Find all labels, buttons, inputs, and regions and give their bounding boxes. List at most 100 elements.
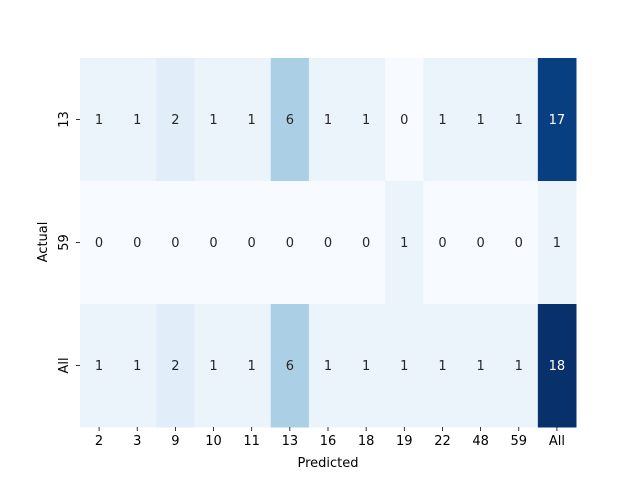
x-axis-tick-label: 2 (95, 434, 103, 449)
heatmap-cell-59-All (537, 181, 577, 305)
heatmap-cell-All-59 (499, 304, 539, 428)
y-axis-tick-label: All (57, 357, 72, 373)
y-axis: 13 59 All (57, 111, 80, 374)
heatmap-cell-13-19 (385, 58, 424, 182)
heatmap-cell-13-3 (118, 58, 157, 182)
heatmap-cell-value: 1 (438, 113, 446, 128)
heatmap-cell-All-18 (347, 304, 386, 428)
heatmap-cell-All-9 (156, 304, 195, 428)
heatmap-cell-value: 1 (133, 113, 141, 128)
heatmap-cell-All-2 (80, 304, 119, 428)
heatmap-cell-value: 0 (133, 236, 141, 251)
heatmap-cell-value: 1 (209, 113, 217, 128)
heatmap-cell-value: 1 (476, 359, 484, 374)
x-axis-tick-label: 10 (205, 434, 222, 449)
heatmap-cell-value: 2 (171, 359, 179, 374)
heatmap-cell-13-48 (461, 58, 501, 182)
heatmap-cell-59-59 (499, 181, 539, 305)
heatmap-cell-value: 1 (95, 359, 103, 374)
x-axis-tick-label: 48 (472, 434, 489, 449)
heatmap-cell-13-All (537, 58, 577, 182)
heatmap-cell-59-3 (118, 181, 157, 305)
heatmap-cell-All-13 (270, 304, 310, 428)
heatmap-cell-All-10 (194, 304, 234, 428)
heatmap-cell-value: 17 (549, 113, 566, 128)
heatmap-cell-value: 1 (362, 359, 370, 374)
heatmap-cell-59-11 (232, 181, 272, 305)
heatmap-cell-value: 1 (400, 236, 408, 251)
heatmap-cell-value: 1 (209, 359, 217, 374)
heatmap-cell-value: 1 (438, 359, 446, 374)
heatmap-cell-value: 0 (400, 113, 408, 128)
heatmap-cell-value: 0 (248, 236, 256, 251)
heatmap-cell-13-18 (347, 58, 386, 182)
heatmap-cell-value: 0 (209, 236, 217, 251)
heatmap-cell-59-2 (80, 181, 119, 305)
heatmap-cell-13-59 (499, 58, 539, 182)
x-axis-tick-label: 16 (320, 434, 337, 449)
heatmap-cell-value: 0 (476, 236, 484, 251)
heatmap-cell-All-11 (232, 304, 272, 428)
heatmap-cell-value: 0 (286, 236, 294, 251)
y-axis-label: Actual (36, 222, 51, 263)
x-axis: 2 3 9 10 11 13 16 18 19 22 48 59 All (95, 427, 565, 449)
heatmap-cell-value: 6 (286, 113, 294, 128)
heatmap-cell-59-48 (461, 181, 501, 305)
heatmap-cell-All-16 (308, 304, 348, 428)
x-axis-tick-label: 18 (358, 434, 375, 449)
heatmap-cell-13-16 (308, 58, 348, 182)
heatmap-cell-value: 1 (515, 113, 523, 128)
heatmap-cell-13-13 (270, 58, 310, 182)
x-axis-tick-label: 11 (243, 434, 260, 449)
heatmap-cell-value: 2 (171, 113, 179, 128)
x-axis-tick-label: 9 (171, 434, 179, 449)
heatmap-cell-13-9 (156, 58, 195, 182)
heatmap-cells (80, 58, 577, 428)
heatmap-cell-value: 1 (476, 113, 484, 128)
heatmap-cell-value: 1 (133, 359, 141, 374)
heatmap-cell-59-9 (156, 181, 195, 305)
heatmap-cell-value: 1 (324, 113, 332, 128)
heatmap-cell-value: 0 (95, 236, 103, 251)
heatmap-cell-All-22 (423, 304, 463, 428)
heatmap-cell-value: 1 (515, 359, 523, 374)
heatmap-cell-All-48 (461, 304, 501, 428)
heatmap-cell-value: 1 (324, 359, 332, 374)
heatmap-cell-All-3 (118, 304, 157, 428)
heatmap-cell-All-All (537, 304, 577, 428)
heatmap-cell-labels: 1 1 2 1 1 6 1 1 0 1 1 1 170 0 0 0 0 0 0 0 1 0 0 0 11 1 2 1 1 6 1 1 1 1 1 1 1… (95, 113, 565, 374)
heatmap-cell-value: 1 (95, 113, 103, 128)
x-axis-tick-label: 22 (434, 434, 451, 449)
heatmap-cell-59-19 (385, 181, 424, 305)
heatmap-cell-13-10 (194, 58, 234, 182)
heatmap-cell-59-22 (423, 181, 463, 305)
heatmap-cell-value: 0 (171, 236, 179, 251)
heatmap-cell-All-19 (385, 304, 424, 428)
heatmap-cell-value: 0 (515, 236, 523, 251)
x-axis-tick-label: 13 (282, 434, 299, 449)
heatmap-cell-value: 0 (324, 236, 332, 251)
heatmap-cell-13-11 (232, 58, 272, 182)
heatmap-cell-59-18 (347, 181, 386, 305)
heatmap-cell-13-22 (423, 58, 463, 182)
heatmap-cell-value: 18 (549, 359, 566, 374)
heatmap-cell-value: 1 (248, 359, 256, 374)
heatmap-cell-value: 1 (400, 359, 408, 374)
heatmap-cell-value: 0 (438, 236, 446, 251)
heatmap-cell-59-16 (308, 181, 348, 305)
heatmap-cell-59-10 (194, 181, 234, 305)
heatmap-cell-value: 6 (286, 359, 294, 374)
y-axis-tick-label: 59 (57, 234, 72, 251)
heatmap-cell-59-13 (270, 181, 310, 305)
heatmap-cell-value: 1 (553, 236, 561, 251)
x-axis-label: Predicted (297, 456, 358, 471)
x-axis-tick-label: 3 (133, 434, 141, 449)
x-axis-tick-label: 19 (396, 434, 413, 449)
heatmap-cell-value: 1 (248, 113, 256, 128)
heatmap-cell-value: 0 (362, 236, 370, 251)
x-axis-tick-label: 59 (510, 434, 527, 449)
x-axis-tick-label: All (549, 434, 565, 449)
y-axis-tick-label: 13 (57, 111, 72, 128)
heatmap-cell-value: 1 (362, 113, 370, 128)
